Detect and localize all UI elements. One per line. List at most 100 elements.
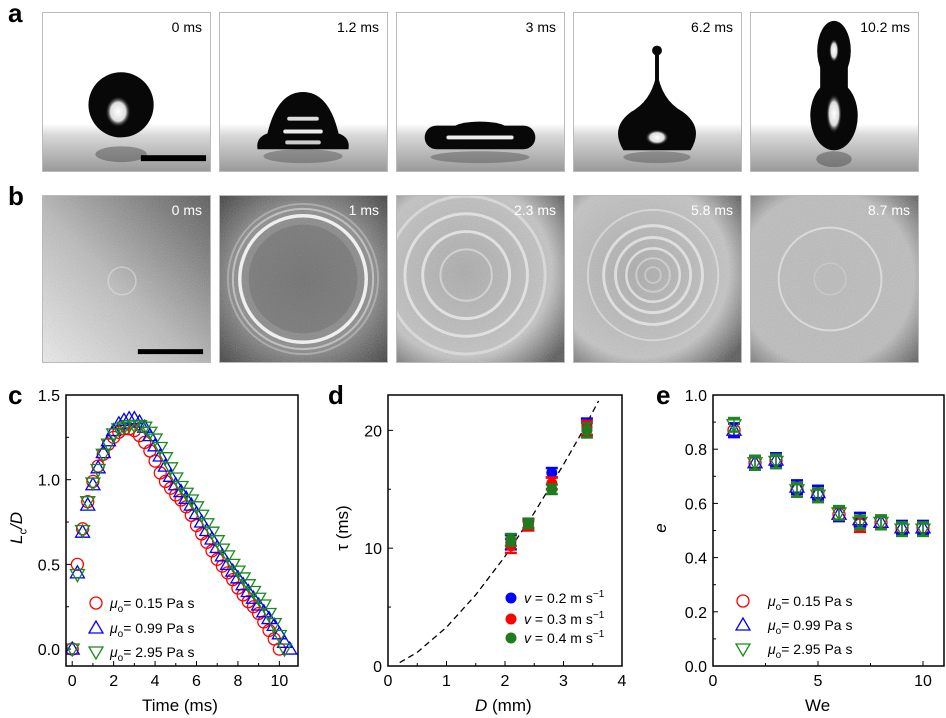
data-point	[79, 496, 96, 510]
panel-label-e: e	[656, 380, 671, 410]
x-tick-label: 2	[501, 673, 510, 690]
time-label: 3 ms	[525, 19, 556, 35]
legend-label: v = 0.4 m s−1	[524, 629, 605, 646]
fit-curve	[399, 400, 600, 664]
data-point	[188, 501, 205, 516]
data-point	[141, 426, 159, 441]
interference-image-1ms: 1 ms	[219, 195, 388, 363]
data-point	[157, 457, 174, 472]
data-point	[241, 594, 255, 609]
y-tick-label: 0.2	[685, 605, 707, 622]
data-point	[183, 496, 200, 511]
data-point	[178, 487, 195, 502]
panel-label-c: c	[8, 380, 23, 410]
data-point	[146, 433, 164, 448]
data-point	[69, 564, 86, 579]
y-tick-label: 10	[364, 541, 382, 558]
data-point	[245, 585, 262, 600]
data-point	[250, 596, 267, 611]
data-point	[198, 522, 215, 537]
y-tick-label: 0.5	[38, 557, 60, 574]
legend-item: μo= 0.99 Pa s	[87, 619, 194, 640]
data-point	[89, 459, 107, 474]
x-tick-label: 1	[442, 673, 451, 690]
time-label: 6.2 ms	[690, 19, 733, 35]
plot-area	[399, 400, 600, 664]
data-point	[746, 457, 764, 472]
data-point	[74, 524, 91, 539]
data-point	[203, 526, 221, 541]
data-point	[115, 412, 133, 427]
data-point	[75, 522, 90, 536]
y-tick-label: 20	[364, 423, 382, 440]
legend-item: v = 0.3 m s−1	[505, 610, 605, 627]
legend-label: μo= 2.95 Pa s	[767, 641, 852, 661]
droplet-image-10.2ms: 10.2 ms	[750, 12, 919, 172]
x-tick-label: 8	[233, 673, 242, 690]
data-point	[66, 643, 81, 658]
x-tick-label: 4	[618, 673, 627, 690]
legend-label: μo= 2.95 Pa s	[109, 644, 194, 664]
legend-label: v = 0.3 m s−1	[524, 610, 605, 627]
legend-marker	[734, 616, 752, 631]
legend-marker	[505, 632, 517, 644]
data-point	[914, 523, 932, 538]
chart-d-xlabel: D (mm)	[475, 696, 532, 715]
data-point	[105, 428, 122, 443]
interference-image-5.8ms: 5.8 ms	[573, 195, 742, 363]
time-label: 0 ms	[171, 19, 202, 35]
time-label: 1.2 ms	[336, 19, 379, 35]
legend-item: v = 0.4 m s−1	[505, 629, 605, 646]
data-point	[136, 418, 153, 433]
data-point	[178, 490, 195, 504]
scale-bar	[140, 155, 207, 162]
data-point	[255, 599, 272, 614]
time-label: 10.2 ms	[860, 19, 910, 35]
data-point	[224, 562, 241, 577]
chart-e-xlabel: We	[805, 696, 831, 715]
data-point	[157, 452, 174, 466]
data-point	[66, 640, 81, 655]
data-point	[100, 438, 117, 453]
data-point	[725, 419, 743, 434]
plot-frame	[387, 394, 623, 667]
legend-item: μo= 2.95 Pa s	[87, 644, 194, 664]
x-tick-label: 0	[709, 673, 718, 690]
data-point	[146, 437, 164, 452]
legend-marker	[87, 619, 105, 634]
y-tick-label: 1.0	[685, 388, 707, 405]
panel-label-b: b	[8, 181, 24, 211]
legend-marker	[505, 592, 517, 604]
chart-d-ylabel: τ (ms)	[333, 505, 352, 551]
data-point	[788, 484, 806, 499]
data-point	[203, 530, 221, 545]
data-point	[169, 488, 183, 502]
data-point	[546, 467, 558, 479]
data-point	[250, 592, 267, 607]
x-tick-label: 6	[192, 673, 201, 690]
data-point	[70, 557, 85, 572]
chart-c: 0 2 4 6 8 10 0.0 0.5 1.0 1.5 μo= 0.15 Pa s μo= 0.99…	[38, 388, 299, 690]
data-point	[95, 448, 112, 463]
data-point	[167, 472, 184, 487]
data-point	[581, 424, 593, 436]
droplet-image-0ms: 0 ms	[42, 12, 211, 172]
data-point	[281, 640, 298, 655]
plot-frame	[712, 394, 945, 667]
data-point	[209, 539, 226, 554]
data-point	[172, 480, 190, 495]
x-tick-label: 3	[559, 673, 568, 690]
y-tick-label: 0.4	[685, 551, 707, 568]
legend-label: μo= 0.15 Pa s	[109, 595, 194, 615]
data-point	[276, 633, 293, 648]
y-tick-label: 1.0	[38, 473, 60, 490]
data-point	[271, 629, 288, 644]
data-point	[209, 535, 226, 549]
data-point	[152, 441, 169, 456]
legend-marker	[734, 643, 752, 658]
data-point	[229, 565, 247, 580]
series-1	[725, 421, 932, 536]
scale-bar	[137, 349, 204, 355]
panel-label-a: a	[8, 0, 23, 28]
